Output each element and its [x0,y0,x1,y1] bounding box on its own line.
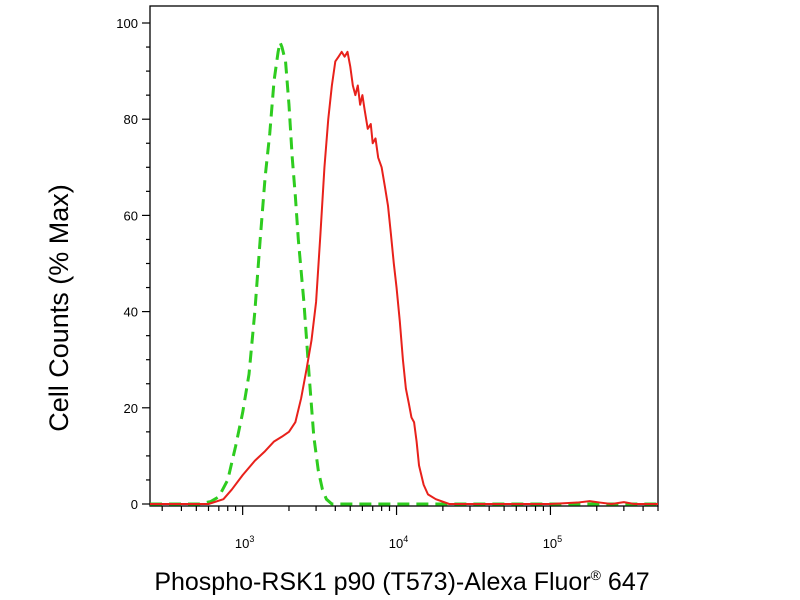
x-axis-label-suffix: 647 [601,568,650,596]
solid-histogram-line [150,50,658,505]
y-tick-label: 80 [124,112,138,127]
plot-frame [149,5,659,507]
x-axis-label-main: Phospho-RSK1 p90 (T573)-Alexa Fluor [154,568,590,596]
y-tick-label: 100 [116,16,138,31]
x-tick-base: 10 [543,536,557,551]
y-tick-label: 20 [124,401,138,416]
x-tick-exponent: 4 [403,534,408,544]
x-tick-label: 104 [389,534,408,551]
x-tick-label: 103 [235,534,254,551]
y-axis: 0 20 40 60 80 100 [116,16,150,512]
x-tick-base: 10 [389,536,403,551]
x-axis-label-superscript: ® [591,567,602,583]
x-axis: 103 104 105 [161,506,659,551]
y-tick-label: 40 [124,305,138,320]
x-tick-exponent: 5 [557,534,562,544]
x-tick-label: 105 [543,534,562,551]
x-axis-label: Phospho-RSK1 p90 (T573)-Alexa Fluor® 647 [154,567,649,596]
series-layer [150,40,658,506]
x-tick-exponent: 3 [249,534,254,544]
x-tick-base: 10 [235,536,249,551]
y-axis-label: Cell Counts (% Max) [44,184,74,432]
dashed-histogram-line [150,40,658,506]
y-tick-label: 0 [131,497,138,512]
y-tick-label: 60 [124,208,138,223]
